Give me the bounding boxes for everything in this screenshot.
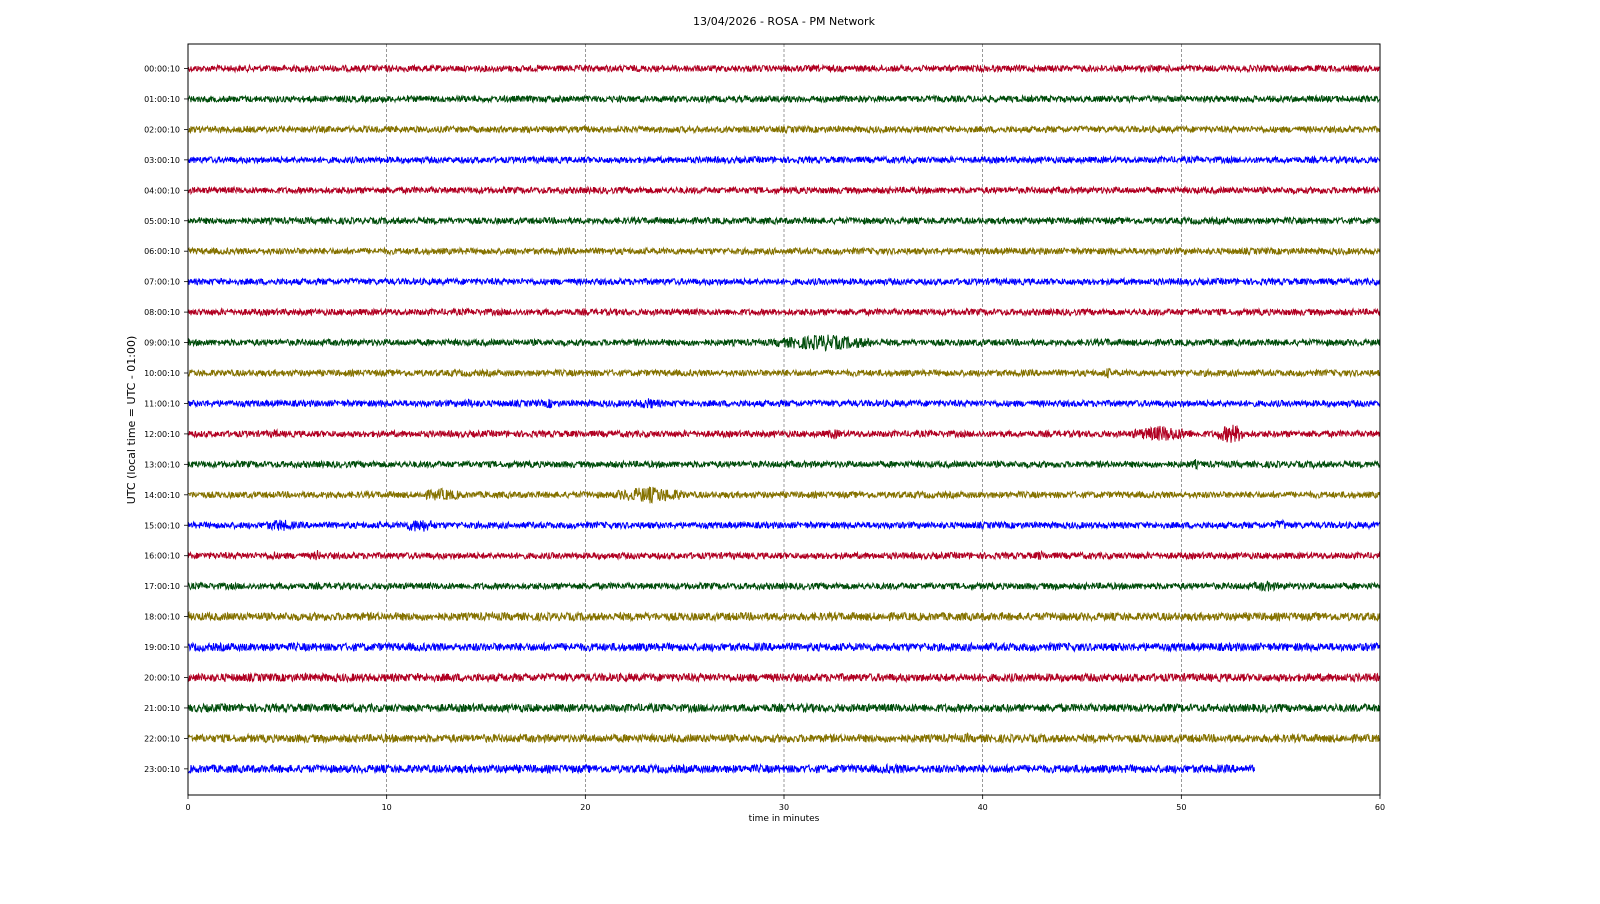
y-tick-label: 18:00:10 xyxy=(144,613,180,622)
x-tick-label: 40 xyxy=(978,803,988,812)
seismic-trace-15-00-10 xyxy=(187,518,1381,532)
x-tick-label: 30 xyxy=(779,803,789,812)
y-tick-label: 01:00:10 xyxy=(144,95,180,104)
x-tick-labels: 0 10 20 30 40 50 60 xyxy=(185,795,1385,812)
seismic-trace-19-00-10 xyxy=(187,641,1381,653)
y-tick-labels: 00:00:10 01:00:10 02:00:10 03:00:10 04:00:10… xyxy=(144,65,188,774)
seismic-trace-04-00-10 xyxy=(187,185,1381,196)
seismic-trace-13-00-10 xyxy=(187,459,1381,471)
seismic-trace-20-00-10 xyxy=(187,671,1381,684)
seismic-trace-02-00-10 xyxy=(187,124,1381,135)
seismic-trace-03-00-10 xyxy=(187,154,1381,165)
y-tick-label: 04:00:10 xyxy=(144,186,180,195)
y-axis-label: UTC (local time = UTC - 01:00) xyxy=(125,336,138,505)
y-tick-label: 05:00:10 xyxy=(144,217,180,226)
seismic-traces xyxy=(187,63,1381,775)
chart-title: 13/04/2026 - ROSA - PM Network xyxy=(693,15,876,28)
seismic-trace-09-00-10 xyxy=(187,334,1381,352)
y-tick-label: 07:00:10 xyxy=(144,278,180,287)
seismic-trace-06-00-10 xyxy=(187,246,1381,257)
seismic-trace-23-00-10 xyxy=(187,762,1255,775)
seismic-trace-10-00-10 xyxy=(187,367,1381,379)
seismic-trace-08-00-10 xyxy=(187,307,1381,318)
y-tick-label: 15:00:10 xyxy=(144,521,180,530)
y-tick-label: 17:00:10 xyxy=(144,582,180,591)
seismic-trace-18-00-10 xyxy=(187,610,1381,623)
seismic-trace-12-00-10 xyxy=(187,424,1381,443)
seismic-trace-07-00-10 xyxy=(187,276,1381,287)
y-tick-label: 22:00:10 xyxy=(144,734,180,743)
seismic-trace-21-00-10 xyxy=(187,702,1381,714)
y-tick-label: 16:00:10 xyxy=(144,552,180,561)
y-tick-label: 09:00:10 xyxy=(144,339,180,348)
x-tick-label: 0 xyxy=(185,803,190,812)
x-tick-label: 50 xyxy=(1176,803,1186,812)
y-tick-label: 20:00:10 xyxy=(144,674,180,683)
y-tick-label: 06:00:10 xyxy=(144,247,180,256)
y-tick-label: 19:00:10 xyxy=(144,643,180,652)
seismic-trace-16-00-10 xyxy=(187,549,1381,561)
y-tick-label: 02:00:10 xyxy=(144,125,180,134)
y-tick-label: 11:00:10 xyxy=(144,399,180,408)
seismic-trace-14-00-10 xyxy=(187,486,1381,504)
x-tick-label: 60 xyxy=(1375,803,1385,812)
y-tick-label: 14:00:10 xyxy=(144,491,180,500)
seismic-trace-22-00-10 xyxy=(187,732,1381,745)
y-tick-label: 13:00:10 xyxy=(144,460,180,469)
seismic-trace-05-00-10 xyxy=(187,215,1381,226)
seismic-trace-11-00-10 xyxy=(187,398,1381,409)
seismic-trace-00-00-10 xyxy=(187,63,1381,74)
y-tick-label: 00:00:10 xyxy=(144,65,180,74)
y-tick-label: 12:00:10 xyxy=(144,430,180,439)
x-tick-label: 10 xyxy=(382,803,392,812)
y-tick-label: 10:00:10 xyxy=(144,369,180,378)
x-axis-label: time in minutes xyxy=(749,814,820,824)
y-tick-label: 23:00:10 xyxy=(144,765,180,774)
seismic-trace-17-00-10 xyxy=(187,580,1381,592)
y-tick-label: 03:00:10 xyxy=(144,156,180,165)
y-tick-label: 08:00:10 xyxy=(144,308,180,317)
grid-lines xyxy=(386,44,1182,795)
seismic-trace-01-00-10 xyxy=(187,93,1381,105)
x-tick-label: 20 xyxy=(580,803,590,812)
y-tick-label: 21:00:10 xyxy=(144,704,180,713)
